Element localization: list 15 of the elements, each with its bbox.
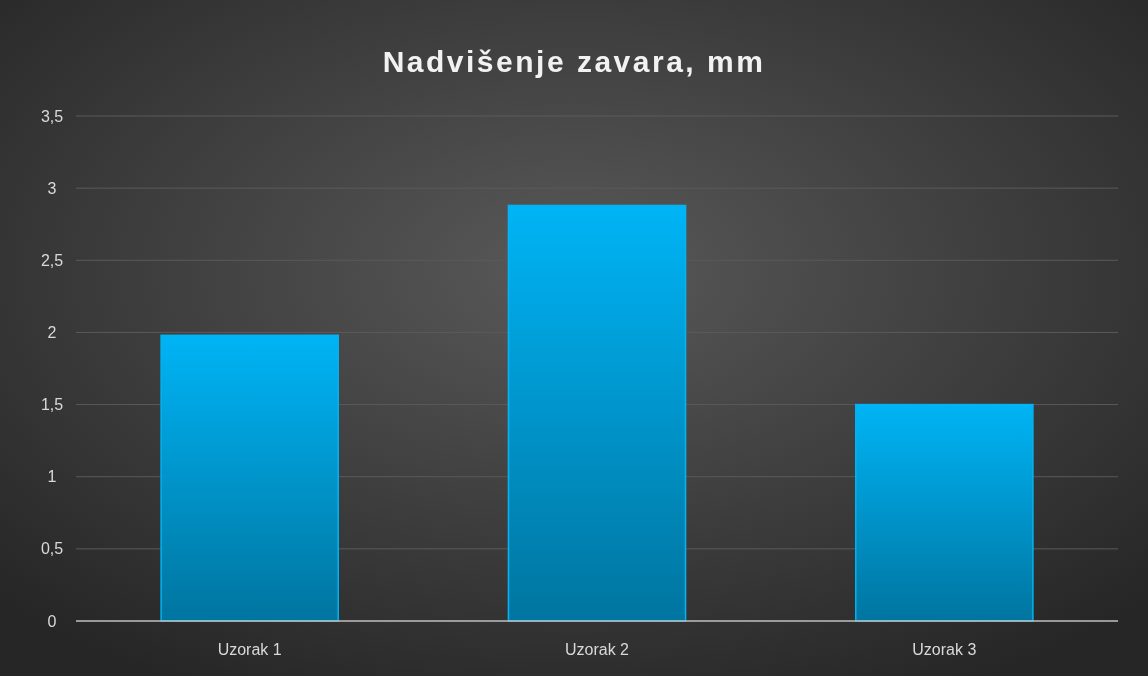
bar: [160, 334, 339, 622]
x-tick-label: Uzorak 1: [217, 641, 282, 658]
bar: [507, 204, 687, 622]
x-tick-label: Uzorak 3: [912, 641, 977, 658]
y-tick-label: 1,5: [40, 396, 64, 414]
y-tick-label: 0,5: [40, 540, 64, 558]
y-tick-label: 2: [47, 324, 57, 342]
y-tick-label: 3,5: [40, 107, 64, 125]
y-tick-label: 1: [47, 468, 57, 486]
x-tick-label: Uzorak 2: [564, 641, 630, 658]
y-tick-label: 0: [47, 612, 57, 630]
chart-title: Nadvišenje zavara, mm: [382, 45, 766, 78]
y-tick-label: 2,5: [40, 251, 64, 269]
bar: [855, 403, 1034, 622]
y-tick-label: 3: [47, 179, 57, 197]
